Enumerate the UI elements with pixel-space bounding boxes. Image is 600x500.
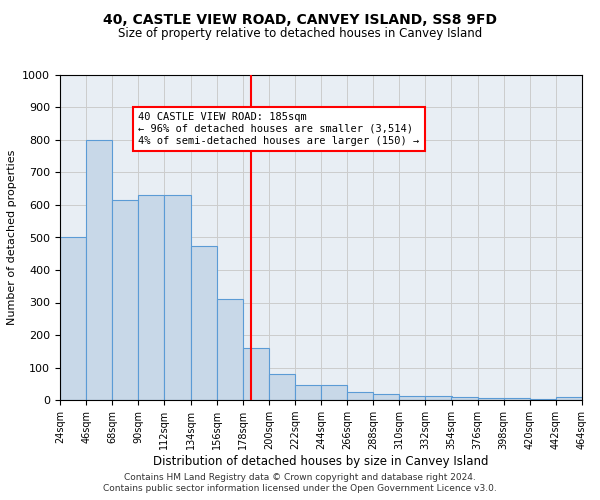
Bar [191,246,217,400]
Text: Size of property relative to detached houses in Canvey Island: Size of property relative to detached ho… [118,28,482,40]
Bar [138,195,164,400]
Bar [269,374,295,400]
Bar [295,386,321,400]
Bar [347,392,373,400]
Bar [400,396,425,400]
Bar [556,397,582,400]
X-axis label: Distribution of detached houses by size in Canvey Island: Distribution of detached houses by size … [153,455,489,468]
Bar [86,140,112,400]
Bar [503,398,530,400]
Bar [217,299,242,400]
Bar [373,394,400,400]
Text: Contains public sector information licensed under the Open Government Licence v3: Contains public sector information licen… [103,484,497,493]
Bar [478,398,504,400]
Bar [164,195,191,400]
Bar [242,348,269,400]
Text: 40 CASTLE VIEW ROAD: 185sqm
← 96% of detached houses are smaller (3,514)
4% of s: 40 CASTLE VIEW ROAD: 185sqm ← 96% of det… [138,112,419,146]
Bar [425,396,452,400]
Y-axis label: Number of detached properties: Number of detached properties [7,150,17,325]
Text: Contains HM Land Registry data © Crown copyright and database right 2024.: Contains HM Land Registry data © Crown c… [124,472,476,482]
Bar [451,398,478,400]
Text: 40, CASTLE VIEW ROAD, CANVEY ISLAND, SS8 9FD: 40, CASTLE VIEW ROAD, CANVEY ISLAND, SS8… [103,12,497,26]
Bar [112,200,139,400]
Bar [60,238,86,400]
Bar [321,386,347,400]
